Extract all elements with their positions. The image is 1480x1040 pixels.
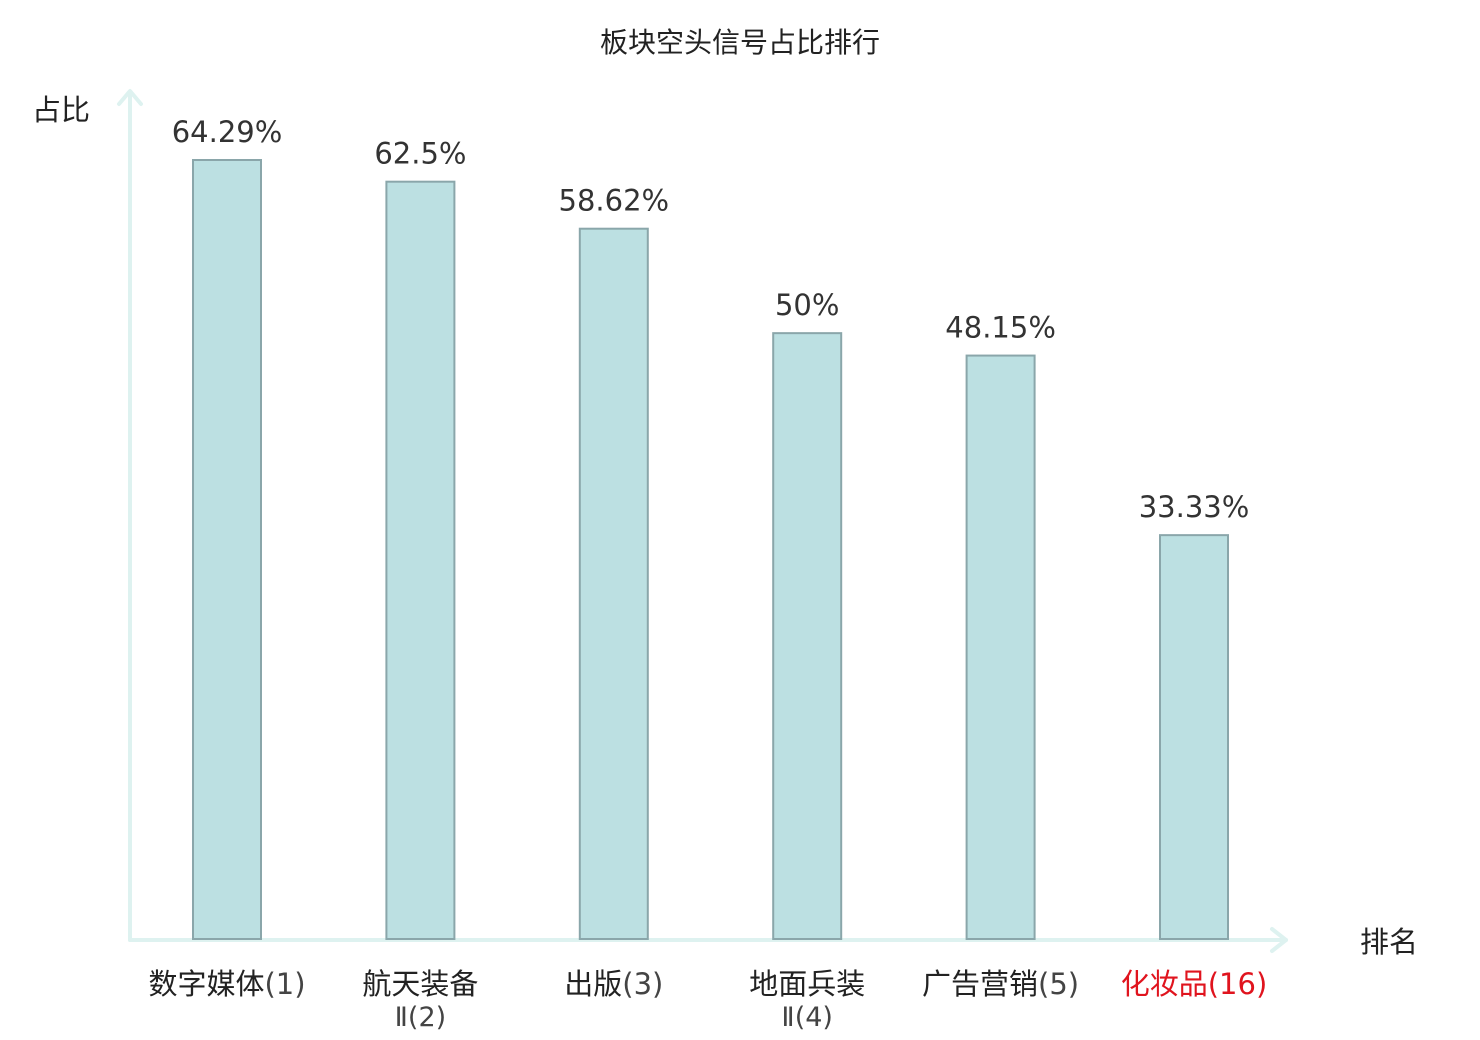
bar-value-label: 64.29% xyxy=(172,115,283,149)
x-axis-arrow xyxy=(1270,927,1288,953)
bar-value-label: 33.33% xyxy=(1139,490,1250,524)
category-rank: (2) xyxy=(408,1002,446,1033)
chart-title: 板块空头信号占比排行 xyxy=(600,26,880,59)
category-label: 广告营销(5) xyxy=(922,967,1079,1001)
category-rank: (3) xyxy=(622,967,663,1001)
category-subname: Ⅱ xyxy=(395,1002,408,1033)
category-label: 航天装备 xyxy=(362,967,478,1001)
bar xyxy=(1159,534,1229,941)
bar-value-label: 50% xyxy=(775,288,839,322)
category-label: 化妆品(16) xyxy=(1121,967,1268,1001)
category-subname: Ⅱ xyxy=(781,1002,794,1033)
y-axis-label: 占比 xyxy=(32,93,90,127)
category-name: 广告营销 xyxy=(922,967,1038,1001)
category-label: 地面兵装 xyxy=(749,967,865,1001)
bar-value-label: 48.15% xyxy=(945,311,1056,345)
bars xyxy=(192,159,1229,941)
bar xyxy=(385,180,456,940)
category-label-line2: Ⅱ(2) xyxy=(395,1002,447,1033)
axes xyxy=(117,89,1288,953)
bar xyxy=(192,159,262,940)
category-rank: (1) xyxy=(264,967,305,1001)
bar xyxy=(578,227,649,940)
category-name: 出版 xyxy=(564,967,622,1001)
category-rank: (5) xyxy=(1038,967,1079,1001)
category-name: 航天装备 xyxy=(362,967,478,1001)
value-labels: 64.29% 62.5% 58.62% 50% 48.15% 33.33% xyxy=(172,115,1250,524)
category-name: 化妆品 xyxy=(1121,967,1208,1001)
bar xyxy=(965,354,1036,941)
bar xyxy=(772,332,843,940)
category-label: 数字媒体(1) xyxy=(148,967,305,1001)
category-rank: (4) xyxy=(795,1002,833,1033)
category-label: 出版(3) xyxy=(564,967,663,1001)
bar-value-label: 58.62% xyxy=(559,184,670,218)
category-name: 地面兵装 xyxy=(749,967,865,1001)
x-axis-label: 排名 xyxy=(1360,925,1418,959)
bar-value-label: 62.5% xyxy=(374,137,466,171)
category-rank: (16) xyxy=(1208,967,1268,1001)
category-name: 数字媒体 xyxy=(148,967,264,1001)
y-axis-arrow xyxy=(117,89,143,106)
category-label-line2: Ⅱ(4) xyxy=(781,1002,833,1033)
